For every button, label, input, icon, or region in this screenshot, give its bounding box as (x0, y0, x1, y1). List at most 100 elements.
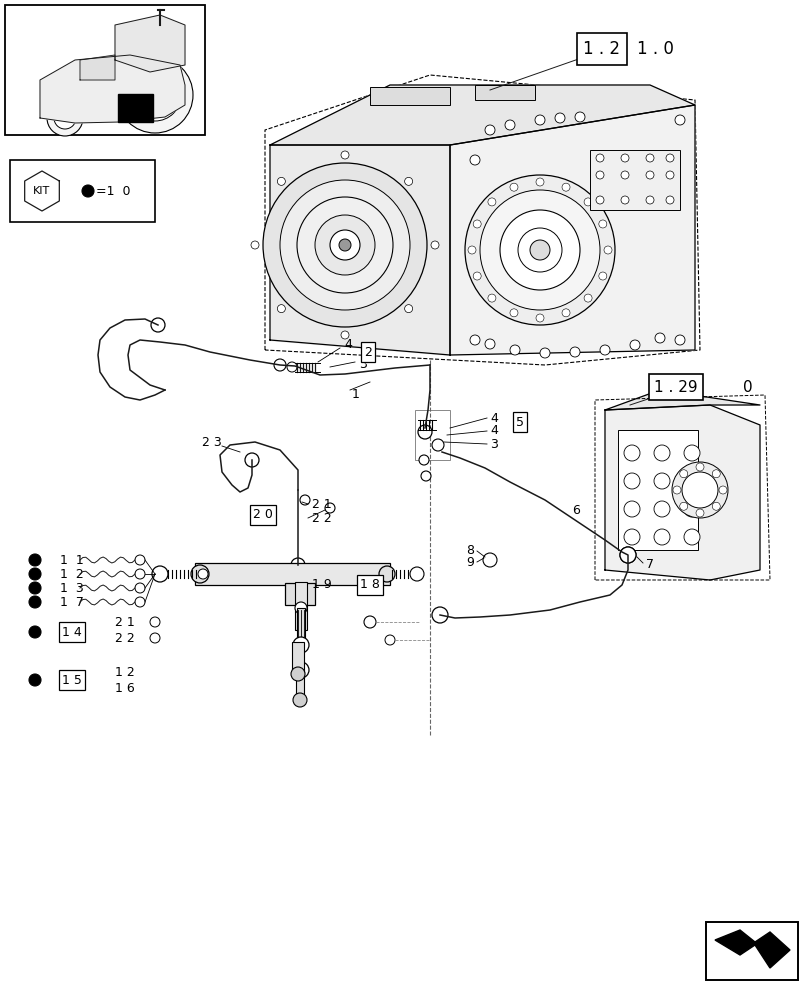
Bar (705, 922, 797, 980)
Circle shape (484, 339, 495, 349)
Circle shape (290, 558, 305, 572)
Text: 5: 5 (515, 416, 523, 428)
Circle shape (598, 272, 606, 280)
Circle shape (653, 445, 669, 461)
Text: 1  1: 1 1 (60, 554, 84, 566)
Text: 4: 4 (490, 424, 497, 438)
Circle shape (683, 529, 699, 545)
Circle shape (665, 154, 673, 162)
Text: 1 6: 1 6 (115, 682, 135, 694)
Polygon shape (270, 145, 449, 355)
Circle shape (135, 583, 145, 593)
Bar (617, 430, 697, 550)
Text: 2 1: 2 1 (115, 615, 135, 628)
Circle shape (294, 602, 307, 614)
Circle shape (679, 502, 687, 510)
Circle shape (599, 345, 609, 355)
Circle shape (418, 455, 428, 465)
Circle shape (646, 154, 653, 162)
Circle shape (654, 333, 664, 343)
Text: 2 2: 2 2 (115, 632, 135, 644)
Text: 1 2: 1 2 (115, 666, 135, 678)
Circle shape (129, 69, 181, 121)
Circle shape (674, 115, 684, 125)
Circle shape (341, 331, 349, 339)
Circle shape (623, 473, 639, 489)
Circle shape (251, 241, 259, 249)
Text: 2 0: 2 0 (253, 508, 272, 522)
Bar (195, 563, 389, 585)
Text: 1 9: 1 9 (311, 578, 332, 591)
Polygon shape (604, 405, 759, 580)
Circle shape (420, 471, 431, 481)
Circle shape (561, 183, 569, 191)
Circle shape (595, 196, 603, 204)
Circle shape (277, 305, 285, 313)
Circle shape (583, 198, 591, 206)
Circle shape (410, 567, 423, 581)
Circle shape (595, 171, 603, 179)
Text: 1 5: 1 5 (62, 674, 82, 686)
Circle shape (509, 345, 519, 355)
Circle shape (151, 318, 165, 332)
Circle shape (718, 486, 726, 494)
Circle shape (629, 340, 639, 350)
Circle shape (500, 210, 579, 290)
Text: 2 2: 2 2 (311, 512, 332, 524)
Text: 1 4: 1 4 (62, 626, 82, 638)
Text: 1: 1 (352, 387, 359, 400)
Circle shape (504, 120, 514, 130)
Circle shape (603, 246, 611, 254)
Circle shape (29, 596, 41, 608)
Circle shape (150, 617, 160, 627)
Text: 9: 9 (466, 556, 474, 568)
Circle shape (683, 445, 699, 461)
Circle shape (674, 335, 684, 345)
Circle shape (517, 228, 561, 272)
Bar (10, 160, 155, 222)
Circle shape (29, 626, 41, 638)
Text: 1 . 0: 1 . 0 (636, 40, 672, 58)
Circle shape (135, 555, 145, 565)
Circle shape (29, 674, 41, 686)
Circle shape (384, 635, 394, 645)
Circle shape (135, 569, 145, 579)
Bar (370, 87, 449, 105)
Circle shape (534, 115, 544, 125)
Circle shape (297, 197, 393, 293)
Circle shape (324, 503, 335, 513)
Bar (118, 94, 152, 122)
Circle shape (620, 196, 629, 204)
Circle shape (483, 553, 496, 567)
Circle shape (583, 294, 591, 302)
Circle shape (711, 502, 719, 510)
Circle shape (152, 566, 168, 582)
Circle shape (681, 472, 717, 508)
Circle shape (145, 85, 165, 105)
Circle shape (29, 582, 41, 594)
Circle shape (293, 637, 309, 653)
Text: KIT: KIT (33, 186, 50, 196)
Circle shape (418, 425, 431, 439)
Text: 3: 3 (490, 438, 497, 450)
Circle shape (315, 215, 375, 275)
Text: 0: 0 (742, 379, 752, 394)
Circle shape (47, 100, 83, 136)
Circle shape (484, 125, 495, 135)
Circle shape (620, 154, 629, 162)
Circle shape (245, 453, 259, 467)
Circle shape (561, 309, 569, 317)
Circle shape (598, 220, 606, 228)
Circle shape (299, 495, 310, 505)
Circle shape (665, 171, 673, 179)
Bar (474, 85, 534, 100)
Circle shape (646, 196, 653, 204)
Polygon shape (449, 105, 694, 355)
Circle shape (623, 445, 639, 461)
Circle shape (646, 171, 653, 179)
Text: 1 . 29: 1 . 29 (654, 379, 697, 394)
Circle shape (487, 294, 496, 302)
Circle shape (672, 486, 680, 494)
Polygon shape (270, 85, 694, 145)
Circle shape (695, 463, 703, 471)
